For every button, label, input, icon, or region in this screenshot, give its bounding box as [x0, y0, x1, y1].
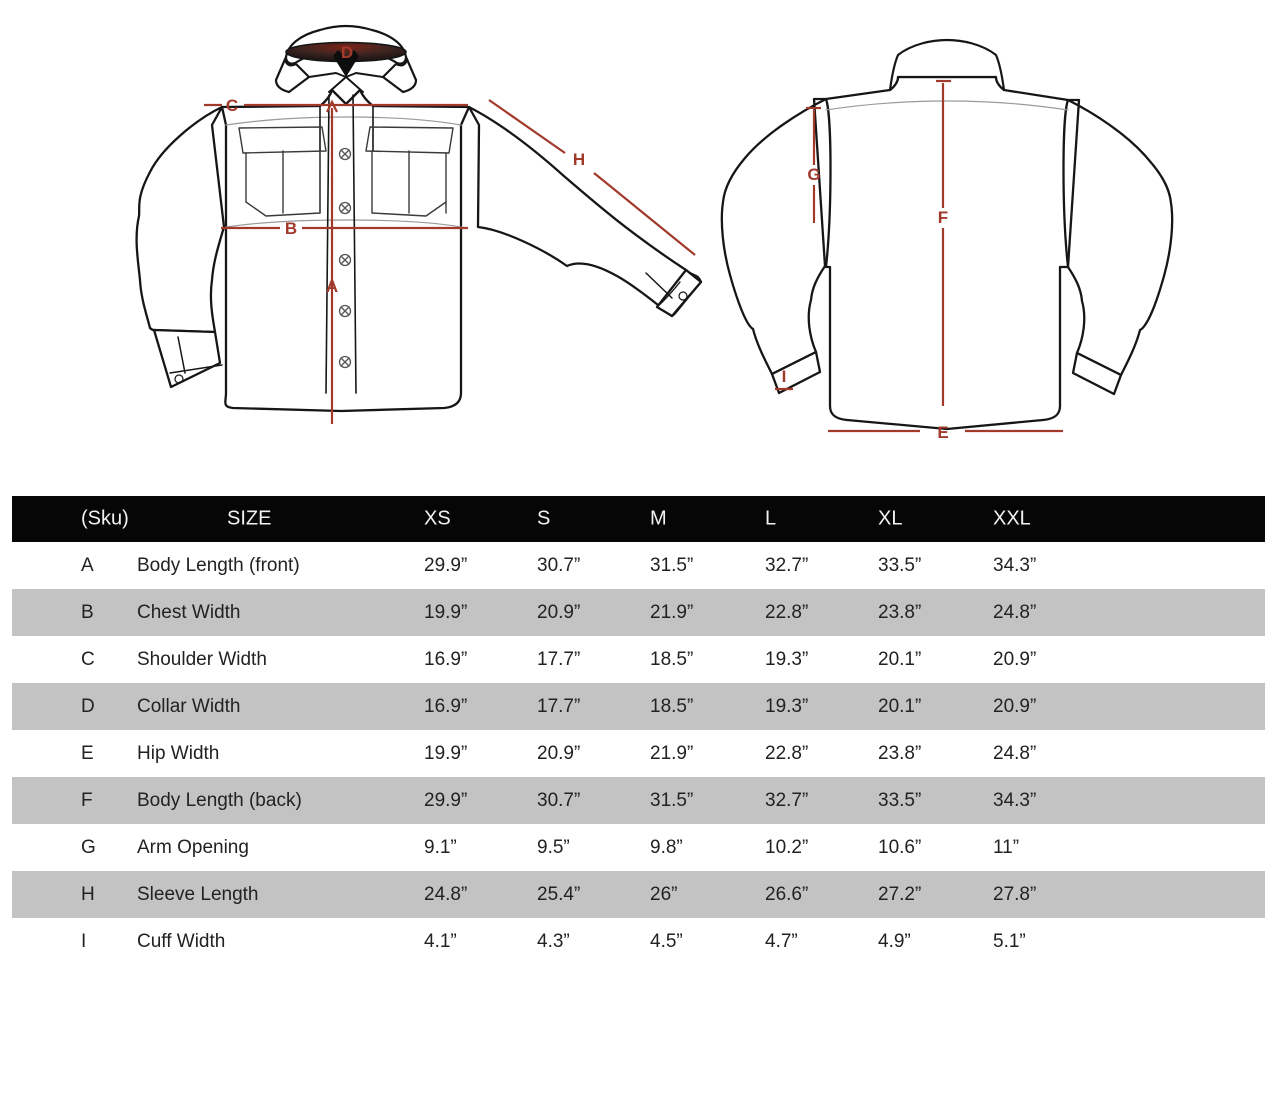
- svg-text:D: D: [341, 43, 353, 62]
- svg-text:A: A: [326, 277, 338, 296]
- svg-text:B: B: [285, 219, 297, 238]
- svg-text:E: E: [937, 423, 948, 442]
- svg-text:G: G: [807, 165, 820, 184]
- svg-text:I: I: [782, 367, 787, 386]
- svg-text:F: F: [938, 208, 948, 227]
- svg-text:C: C: [226, 96, 238, 115]
- svg-text:H: H: [573, 150, 585, 169]
